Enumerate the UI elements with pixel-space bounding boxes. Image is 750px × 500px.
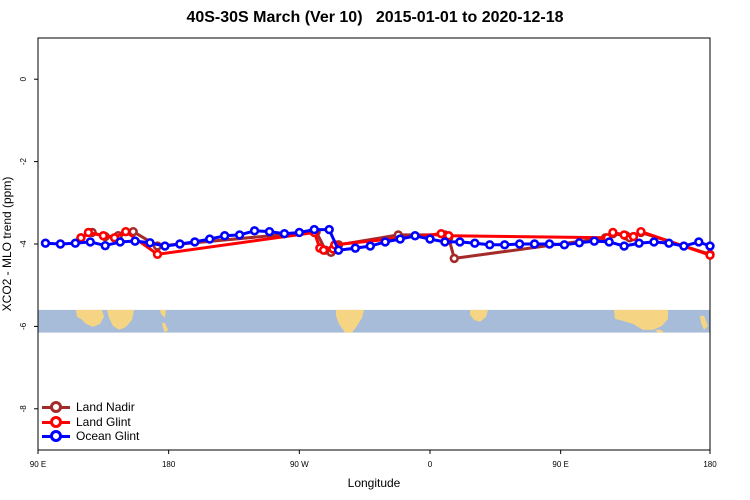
point-ocean-glint-1 bbox=[55, 239, 66, 249]
map-land-0 bbox=[76, 309, 104, 327]
map-land-1 bbox=[107, 309, 134, 330]
map-land-7 bbox=[655, 329, 664, 333]
point-ocean-glint-7 bbox=[145, 238, 155, 248]
point-ocean-glint-23 bbox=[380, 237, 390, 247]
point-ocean-glint-17 bbox=[294, 227, 305, 238]
point-land-glint-1 bbox=[83, 227, 94, 238]
point-ocean-glint-33 bbox=[529, 239, 540, 249]
x-tick-label-1: 180 bbox=[162, 460, 176, 469]
x-tick-label-5: 180 bbox=[703, 460, 717, 469]
legend-swatch-land-nadir bbox=[42, 401, 70, 414]
point-ocean-glint-24 bbox=[395, 234, 405, 244]
point-ocean-glint-25 bbox=[410, 231, 420, 241]
point-ocean-glint-10 bbox=[190, 237, 200, 247]
point-ocean-glint-22 bbox=[365, 241, 375, 251]
point-ocean-glint-6 bbox=[130, 236, 140, 246]
point-ocean-glint-9 bbox=[175, 239, 185, 249]
point-land-glint-17 bbox=[636, 226, 646, 237]
point-ocean-glint-34 bbox=[544, 239, 555, 249]
point-ocean-glint-4 bbox=[100, 240, 110, 251]
y-axis-label: XCO2 - MLO trend (ppm) bbox=[0, 176, 14, 312]
point-ocean-glint-43 bbox=[679, 241, 689, 251]
legend-swatch-land-glint bbox=[42, 415, 70, 428]
point-ocean-glint-35 bbox=[559, 240, 570, 250]
point-ocean-glint-30 bbox=[485, 240, 495, 250]
point-land-glint-11 bbox=[436, 229, 446, 239]
y-tick-label-2: -4 bbox=[19, 240, 28, 248]
point-land-glint-4 bbox=[121, 226, 131, 237]
map-ocean bbox=[38, 309, 710, 333]
legend-label-land-glint: Land Glint bbox=[76, 414, 131, 429]
point-ocean-glint-32 bbox=[514, 239, 525, 249]
point-ocean-glint-31 bbox=[499, 240, 510, 250]
point-land-glint-15 bbox=[619, 230, 629, 240]
point-land-glint-5 bbox=[152, 249, 163, 260]
y-axis: 0 -2 -4 -6 -8 bbox=[19, 76, 38, 412]
point-ocean-glint-36 bbox=[574, 238, 585, 248]
point-ocean-glint-14 bbox=[249, 226, 260, 236]
y-tick-label-3: -6 bbox=[19, 322, 28, 330]
point-land-glint-16 bbox=[628, 231, 639, 242]
x-axis: 90 E 180 90 W 0 90 E 180 bbox=[30, 450, 717, 469]
point-ocean-glint-44 bbox=[694, 237, 704, 247]
point-ocean-glint-5 bbox=[115, 237, 125, 247]
point-ocean-glint-26 bbox=[425, 234, 435, 244]
point-ocean-glint-0 bbox=[40, 238, 51, 248]
x-axis-label: Longitude bbox=[347, 476, 401, 490]
legend: Land Nadir Land Glint Ocean Glint bbox=[42, 400, 139, 444]
legend-swatch-ocean-glint bbox=[42, 430, 70, 443]
map-land-2 bbox=[160, 309, 166, 318]
point-ocean-glint-41 bbox=[649, 237, 659, 247]
map-land-3 bbox=[162, 322, 168, 333]
point-land-glint-8 bbox=[318, 245, 329, 255]
point-ocean-glint-3 bbox=[85, 237, 95, 247]
legend-item-ocean-glint: Ocean Glint bbox=[42, 429, 139, 444]
x-tick-label-0: 90 E bbox=[30, 460, 46, 469]
map-land-8 bbox=[700, 315, 708, 330]
legend-label-land-nadir: Land Nadir bbox=[76, 400, 135, 415]
point-ocean-glint-29 bbox=[470, 238, 480, 248]
map-land-4 bbox=[336, 309, 364, 333]
map-land-5 bbox=[470, 309, 488, 322]
legend-label-ocean-glint: Ocean Glint bbox=[76, 429, 140, 444]
point-ocean-glint-8 bbox=[160, 241, 170, 251]
point-ocean-glint-15 bbox=[264, 226, 275, 237]
y-tick-label-0: 0 bbox=[19, 76, 28, 81]
map-land-6 bbox=[614, 309, 668, 330]
x-tick-label-2: 90 W bbox=[290, 460, 309, 469]
y-tick-label-4: -8 bbox=[19, 405, 28, 413]
point-ocean-glint-39 bbox=[619, 241, 629, 251]
point-ocean-glint-27 bbox=[440, 237, 450, 247]
point-ocean-glint-40 bbox=[634, 238, 644, 248]
point-ocean-glint-45 bbox=[705, 241, 715, 251]
point-land-glint-18 bbox=[705, 250, 715, 260]
point-ocean-glint-12 bbox=[219, 231, 230, 241]
point-ocean-glint-37 bbox=[589, 236, 599, 246]
point-ocean-glint-18 bbox=[309, 224, 319, 235]
point-land-glint-2 bbox=[98, 231, 109, 241]
point-ocean-glint-11 bbox=[205, 234, 215, 244]
map-band bbox=[38, 309, 710, 333]
series-ocean-glint bbox=[40, 224, 715, 255]
y-tick-label-1: -2 bbox=[19, 157, 28, 165]
x-tick-label-3: 0 bbox=[428, 460, 433, 469]
point-ocean-glint-13 bbox=[234, 230, 245, 240]
point-ocean-glint-19 bbox=[324, 224, 334, 235]
point-ocean-glint-21 bbox=[350, 243, 361, 253]
point-ocean-glint-28 bbox=[455, 237, 465, 247]
point-ocean-glint-42 bbox=[664, 238, 674, 248]
series-layer bbox=[40, 224, 715, 264]
point-land-nadir-13 bbox=[449, 253, 459, 264]
point-ocean-glint-2 bbox=[70, 238, 81, 248]
point-ocean-glint-20 bbox=[333, 245, 344, 255]
chart-title: 40S-30S March (Ver 10) 2015-01-01 to 202… bbox=[186, 9, 564, 26]
legend-item-land-glint: Land Glint bbox=[42, 415, 139, 430]
point-ocean-glint-16 bbox=[279, 229, 290, 239]
legend-item-land-nadir: Land Nadir bbox=[42, 400, 139, 415]
point-ocean-glint-38 bbox=[604, 237, 614, 247]
series-line-ocean-glint bbox=[45, 228, 711, 252]
x-tick-label-4: 90 E bbox=[552, 460, 568, 469]
point-land-glint-14 bbox=[608, 227, 618, 238]
